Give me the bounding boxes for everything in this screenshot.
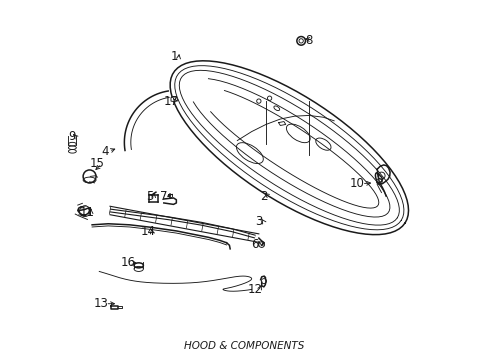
Text: 17: 17 [163,95,178,108]
Text: 13: 13 [93,297,108,310]
Text: 12: 12 [247,283,262,296]
Text: 11: 11 [79,206,94,219]
Text: 4: 4 [101,145,108,158]
Text: 2: 2 [260,190,267,203]
Text: 7: 7 [160,190,167,203]
Text: 16: 16 [120,256,135,269]
Text: 15: 15 [90,157,105,170]
Text: HOOD & COMPONENTS: HOOD & COMPONENTS [184,341,304,351]
Text: 6: 6 [251,238,259,251]
Text: 5: 5 [145,190,153,203]
Text: 8: 8 [305,33,312,47]
Text: 1: 1 [170,50,178,63]
Polygon shape [171,97,178,102]
Text: 9: 9 [68,130,75,144]
Text: 10: 10 [349,177,364,190]
Text: 3: 3 [255,215,262,228]
Text: 14: 14 [140,225,155,238]
